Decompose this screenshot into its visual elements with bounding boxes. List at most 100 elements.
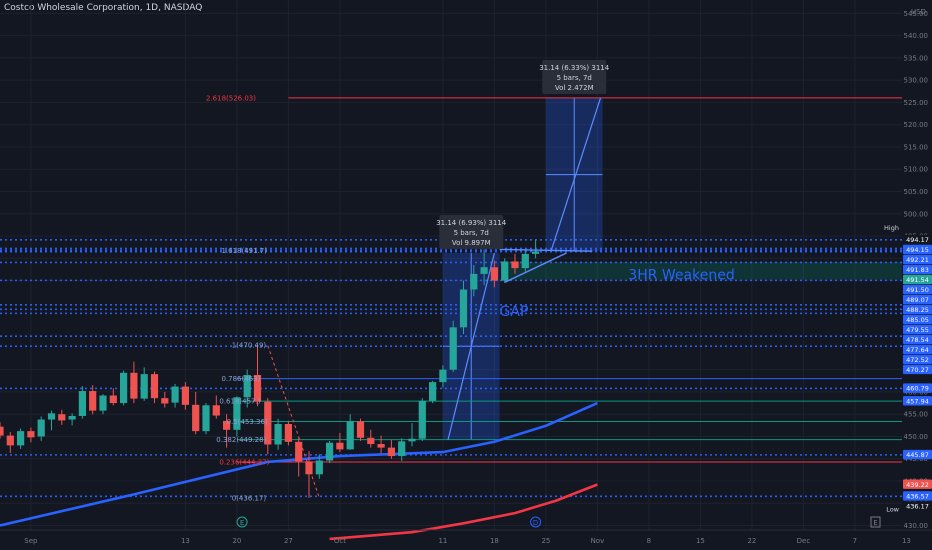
- price-badge-text: 492.21: [906, 256, 929, 264]
- candle-down[interactable]: [212, 395, 220, 419]
- price-badge: [903, 294, 932, 305]
- candle-down[interactable]: [89, 385, 97, 415]
- candle-body: [377, 444, 385, 448]
- price-badge: [903, 396, 932, 406]
- candle-up[interactable]: [233, 396, 241, 437]
- candle-up[interactable]: [171, 383, 179, 408]
- candles[interactable]: [0, 239, 540, 498]
- price-badge: [903, 274, 932, 285]
- candle-up[interactable]: [326, 440, 334, 464]
- candle-up[interactable]: [17, 428, 25, 449]
- candle-up[interactable]: [418, 398, 426, 441]
- candle-up[interactable]: [346, 414, 354, 450]
- candle-down[interactable]: [223, 414, 231, 448]
- candle-up[interactable]: [429, 380, 437, 404]
- price-badge: [903, 234, 932, 245]
- x-tick-label: 20: [232, 537, 241, 545]
- candle-down[interactable]: [192, 391, 200, 435]
- candle-up[interactable]: [140, 367, 148, 401]
- candle-down[interactable]: [6, 432, 14, 453]
- y-tick-label: 545.00: [904, 10, 929, 18]
- y-tick-label: 505.00: [904, 188, 929, 196]
- x-tick-label: 18: [490, 537, 499, 545]
- x-tick-label: Sep: [24, 537, 38, 545]
- candle-up[interactable]: [398, 438, 406, 461]
- candle-down[interactable]: [377, 435, 385, 454]
- candle-down[interactable]: [490, 260, 498, 288]
- candle-down[interactable]: [367, 429, 375, 448]
- measure-info-upper-line3: Vol 2.472M: [555, 84, 594, 92]
- candle-up[interactable]: [532, 239, 540, 259]
- price-badge-text: 445.87: [906, 451, 929, 459]
- y-tick-label: 500.00: [904, 210, 929, 218]
- candle-up[interactable]: [37, 416, 45, 441]
- candle-up[interactable]: [243, 369, 251, 408]
- candle-down[interactable]: [130, 361, 138, 404]
- earnings-event-label: E: [240, 519, 244, 527]
- fib-trend-line: [267, 345, 320, 499]
- candle-body: [284, 424, 292, 442]
- candle-down[interactable]: [161, 391, 169, 408]
- candle-body: [253, 375, 262, 402]
- candle-up[interactable]: [202, 403, 210, 435]
- candle-down[interactable]: [27, 427, 35, 443]
- candle-down[interactable]: [253, 345, 262, 407]
- candle-up[interactable]: [521, 249, 529, 272]
- price-badge-text: 460.79: [906, 385, 929, 393]
- candle-body: [336, 442, 344, 450]
- fib-label: 0.382(449.28): [216, 436, 266, 444]
- high-tag: [882, 226, 902, 236]
- price-badge-text: 457.94: [906, 397, 929, 405]
- candle-up[interactable]: [274, 418, 282, 450]
- high-label: High: [884, 224, 899, 232]
- candle-up[interactable]: [99, 394, 107, 415]
- price-badge-text: 488.25: [906, 306, 929, 314]
- candle-up[interactable]: [47, 410, 56, 431]
- candle-down[interactable]: [387, 440, 395, 459]
- candle-body: [305, 461, 313, 475]
- candle-body: [356, 421, 365, 438]
- candle-body: [408, 438, 416, 442]
- candle-body: [171, 386, 179, 403]
- candle-up[interactable]: [439, 365, 447, 388]
- candle-up[interactable]: [315, 454, 323, 479]
- candle-up[interactable]: [470, 265, 478, 297]
- candle-up[interactable]: [408, 423, 416, 447]
- candle-down[interactable]: [58, 409, 66, 425]
- y-tick-label: 515.00: [904, 143, 929, 151]
- candle-down[interactable]: [356, 418, 365, 441]
- measure-info-lower-line2: 5 bars, 7d: [454, 229, 489, 237]
- candle-down[interactable]: [284, 420, 292, 446]
- candle-up[interactable]: [68, 413, 76, 426]
- wedge-upper-line: [499, 248, 593, 252]
- candle-body: [17, 431, 25, 446]
- candle-body: [181, 386, 189, 405]
- candle-down[interactable]: [150, 371, 159, 404]
- price-badge: [903, 449, 932, 460]
- candle-up[interactable]: [78, 386, 86, 419]
- candle-body: [490, 267, 498, 281]
- candle-down[interactable]: [305, 451, 313, 498]
- price-badge-text: 491.54: [906, 276, 929, 284]
- candle-down[interactable]: [295, 437, 303, 477]
- candle-down[interactable]: [264, 398, 272, 455]
- candle-down[interactable]: [109, 388, 117, 406]
- candle-down[interactable]: [336, 432, 344, 453]
- candle-body: [295, 441, 303, 462]
- candle-up[interactable]: [449, 320, 457, 372]
- dividend-event-icon: [530, 516, 542, 528]
- earnings-event-icon: [236, 516, 248, 528]
- candle-body: [47, 413, 56, 420]
- y-tick-label: 520.00: [904, 121, 929, 129]
- candle-down[interactable]: [511, 253, 519, 274]
- candle-up[interactable]: [501, 258, 509, 283]
- candle-up[interactable]: [459, 280, 468, 335]
- candle-up[interactable]: [120, 370, 128, 406]
- candle-body: [0, 426, 4, 436]
- y-tick-label: 540.00: [904, 32, 929, 40]
- candle-down[interactable]: [181, 382, 189, 410]
- candle-down[interactable]: [0, 422, 4, 439]
- candle-up[interactable]: [480, 249, 488, 286]
